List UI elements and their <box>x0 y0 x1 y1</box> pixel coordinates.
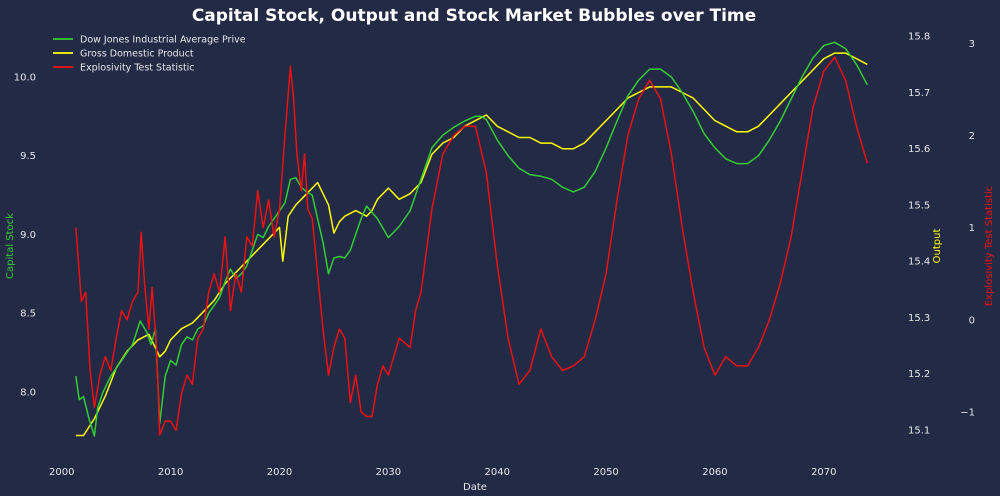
legend-label: Gross Domestic Product <box>80 49 194 60</box>
right1-axis-ticks: 15.1 15.2 15.3 15.4 15.5 15.6 15.7 15.8 <box>908 32 930 437</box>
right1-axis-label: Output <box>932 229 943 264</box>
left-axis-ticks: 8.0 8.5 9.0 9.5 10.0 <box>14 72 36 398</box>
x-tick-label: 2050 <box>593 467 618 478</box>
right2-tick-label: 3 <box>969 39 975 50</box>
right2-tick-label: −1 <box>960 407 975 418</box>
x-axis-label: Date <box>463 482 487 493</box>
right2-axis-label: Explosivity Test Statistic <box>984 186 995 307</box>
x-tick-label: 2060 <box>702 467 727 478</box>
legend-label: Explosivity Test Statistic <box>80 63 195 74</box>
left-tick-label: 9.0 <box>20 230 36 241</box>
right1-tick-label: 15.4 <box>908 257 930 268</box>
right1-tick-label: 15.1 <box>908 425 930 436</box>
left-tick-label: 8.0 <box>20 387 36 398</box>
series-lines <box>75 41 869 437</box>
left-tick-label: 9.5 <box>20 151 36 162</box>
left-tick-label: 8.5 <box>20 309 36 320</box>
right1-tick-label: 15.5 <box>908 200 930 211</box>
legend-item-gdp: Gross Domestic Product <box>53 49 194 60</box>
right2-axis-ticks: −1 0 1 2 3 <box>960 39 975 419</box>
x-tick-label: 2030 <box>376 467 401 478</box>
right1-tick-label: 15.7 <box>908 88 930 99</box>
left-axis-label: Capital Stock <box>5 213 16 279</box>
x-axis-ticks: 2000 2010 2020 2030 2040 2050 2060 2070 <box>49 467 836 478</box>
x-tick-label: 2020 <box>267 467 292 478</box>
x-tick-label: 2000 <box>49 467 74 478</box>
explosivity-line <box>75 56 869 436</box>
right2-tick-label: 1 <box>969 223 975 234</box>
left-tick-label: 10.0 <box>14 72 36 83</box>
x-tick-label: 2040 <box>484 467 509 478</box>
right2-tick-label: 2 <box>969 131 975 142</box>
right1-tick-label: 15.3 <box>908 313 930 324</box>
right2-tick-label: 0 <box>969 315 975 326</box>
x-tick-label: 2010 <box>158 467 183 478</box>
x-tick-label: 2070 <box>811 467 836 478</box>
legend-item-explosivity: Explosivity Test Statistic <box>53 63 195 74</box>
dow-jones-line <box>75 41 868 437</box>
legend-label: Dow Jones Industrial Average Prive <box>80 35 246 46</box>
gdp-line <box>75 52 868 437</box>
right1-tick-label: 15.8 <box>908 32 930 43</box>
right1-tick-label: 15.6 <box>908 144 930 155</box>
chart-title: Capital Stock, Output and Stock Market B… <box>192 6 756 26</box>
right1-tick-label: 15.2 <box>908 369 930 380</box>
legend: Dow Jones Industrial Average Prive Gross … <box>53 35 246 74</box>
legend-item-dow-jones: Dow Jones Industrial Average Prive <box>53 35 246 46</box>
